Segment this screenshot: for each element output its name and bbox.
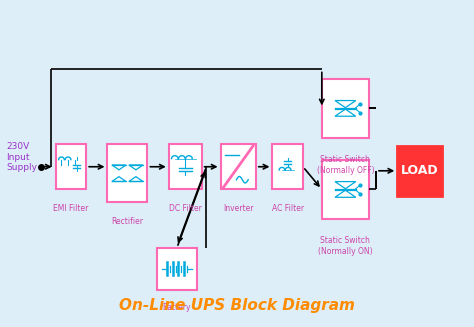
Text: Rectifier: Rectifier (111, 217, 144, 226)
FancyBboxPatch shape (220, 144, 256, 189)
Text: Inverter: Inverter (223, 204, 254, 213)
FancyBboxPatch shape (157, 248, 197, 290)
FancyBboxPatch shape (322, 160, 369, 219)
Text: Static Switch
(Normally OFF): Static Switch (Normally OFF) (317, 155, 374, 175)
Text: EMI Filter: EMI Filter (53, 204, 89, 213)
Text: AC Filter: AC Filter (272, 204, 304, 213)
FancyBboxPatch shape (397, 146, 442, 196)
FancyBboxPatch shape (322, 79, 369, 138)
FancyBboxPatch shape (273, 144, 303, 189)
Text: DC Filter: DC Filter (169, 204, 201, 213)
FancyBboxPatch shape (108, 144, 147, 202)
Text: Battery: Battery (163, 303, 191, 312)
Text: LOAD: LOAD (401, 164, 438, 177)
FancyBboxPatch shape (55, 144, 86, 189)
Text: On-Line UPS Block Diagram: On-Line UPS Block Diagram (119, 298, 355, 313)
FancyBboxPatch shape (169, 144, 201, 189)
Text: Static Switch
(Normally ON): Static Switch (Normally ON) (318, 236, 373, 256)
Text: 230V
Input
Supply: 230V Input Supply (6, 142, 37, 172)
